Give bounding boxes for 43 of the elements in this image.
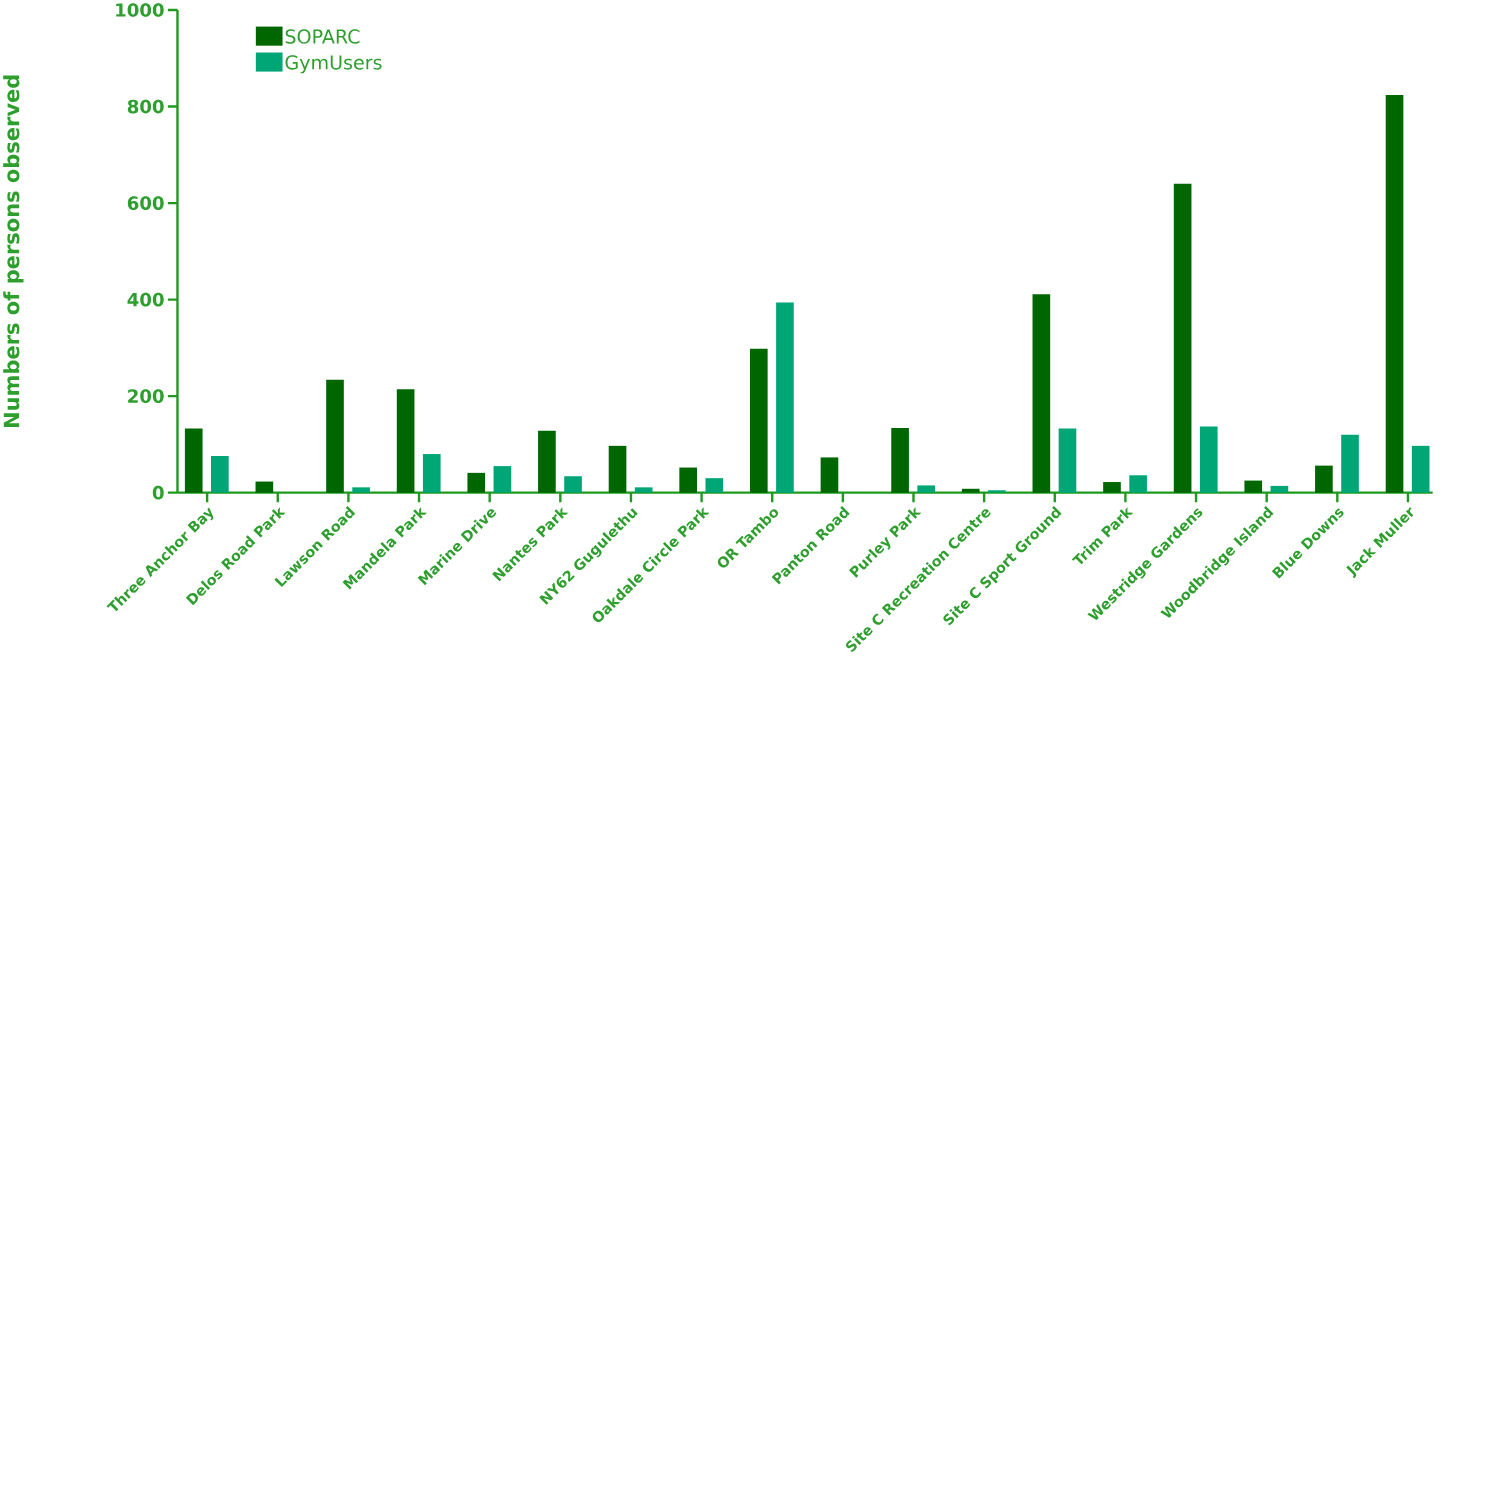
bar — [1385, 94, 1404, 493]
y-tick-label: 0 — [153, 485, 164, 500]
y-tick-label: 600 — [128, 196, 164, 210]
bar — [962, 488, 980, 493]
bar — [1103, 482, 1122, 493]
bar — [1315, 465, 1333, 493]
bar — [705, 478, 724, 493]
bar — [608, 445, 627, 493]
bar — [1174, 183, 1192, 493]
bar — [891, 427, 910, 493]
y-tick-label: 800 — [128, 99, 164, 114]
bar — [1244, 480, 1263, 493]
bar — [211, 455, 229, 493]
bar — [538, 430, 556, 493]
bar — [1270, 485, 1289, 493]
bar — [467, 472, 486, 493]
bar — [397, 389, 415, 493]
bar — [493, 466, 512, 493]
legend-label: GymUsers — [285, 55, 382, 74]
bar — [1129, 475, 1148, 493]
bar — [820, 457, 839, 493]
bar — [326, 379, 345, 493]
bar — [1200, 426, 1218, 493]
bar — [679, 467, 698, 493]
bar — [352, 487, 371, 493]
bar — [988, 490, 1006, 493]
bar — [1032, 294, 1051, 493]
bar — [750, 348, 768, 493]
y-tick-label: 400 — [127, 292, 164, 307]
bar — [564, 476, 583, 493]
y-tick-label: 1000 — [116, 3, 164, 17]
y-tick-label: 200 — [128, 389, 164, 403]
bar — [1058, 428, 1077, 493]
legend-label: SOPARC — [285, 29, 360, 44]
bar — [255, 481, 274, 493]
bar — [185, 428, 203, 493]
bar — [635, 487, 653, 493]
bar — [423, 454, 441, 493]
bar — [917, 485, 936, 493]
bar — [776, 302, 794, 493]
bar — [1412, 445, 1430, 493]
y-axis-title: Numbers of persons observed — [3, 75, 24, 428]
bar — [1341, 434, 1360, 493]
